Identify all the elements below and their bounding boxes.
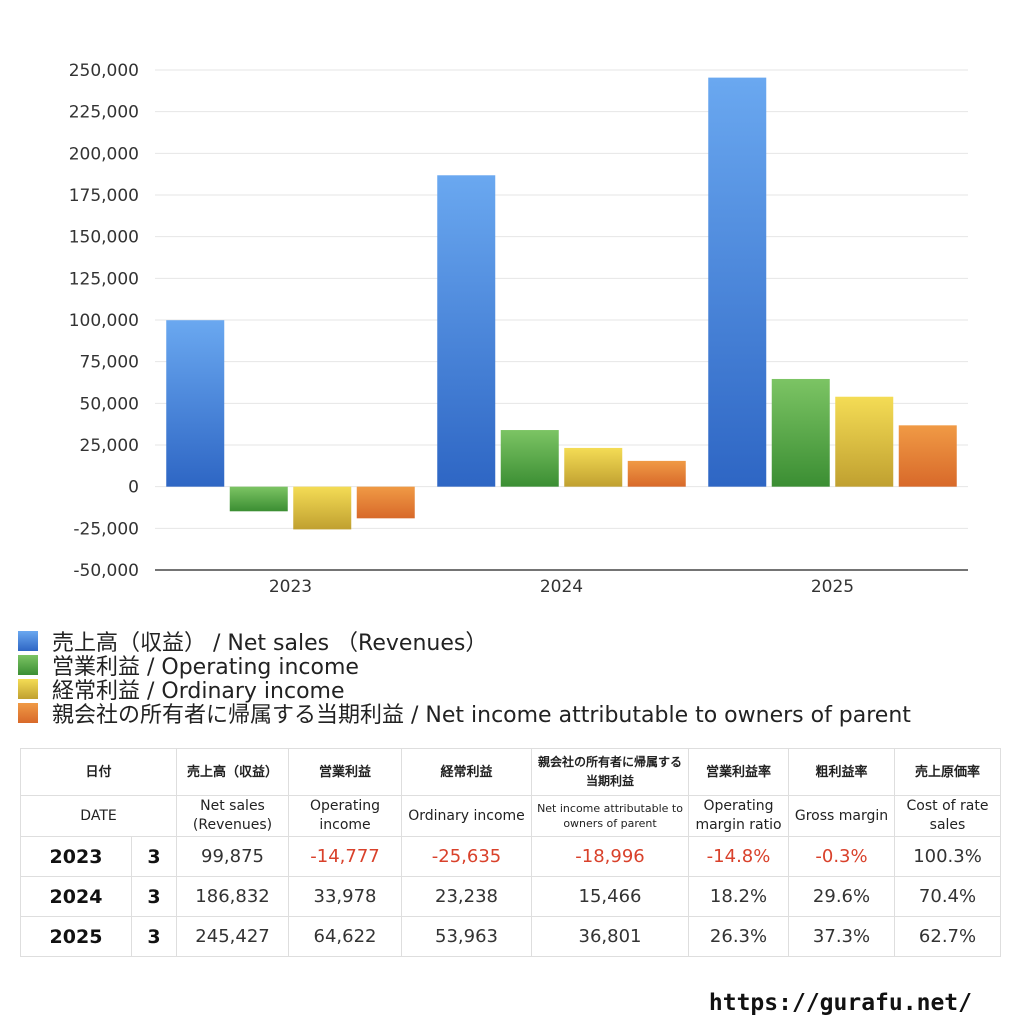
cell-gross-margin: 37.3% <box>788 916 896 957</box>
header-cost-rate-jp: 売上原価率 <box>894 748 1002 796</box>
cell-cost-rate: 70.4% <box>894 876 1002 917</box>
row-month: 3 <box>130 916 178 957</box>
header-cost-rate-en: Cost of rate sales <box>894 795 1002 837</box>
cell-net-income: 36,801 <box>531 916 690 957</box>
legend-item-ordinary-income: 経常利益 / Ordinary income <box>18 677 911 704</box>
y-tick-label: 150,000 <box>69 228 139 248</box>
cell-operating-margin: 26.3% <box>688 916 790 957</box>
legend-item-operating-income: 営業利益 / Operating income <box>18 653 911 680</box>
y-tick-label: -25,000 <box>73 519 139 539</box>
cell-ordinary-income: 23,238 <box>401 876 533 917</box>
bar-2025-series-1 <box>771 378 830 487</box>
header-operating-income-en: Operating income <box>288 795 403 837</box>
y-tick-label: 25,000 <box>80 436 139 456</box>
cell-operating-margin: -14.8% <box>688 836 790 877</box>
header-gross-margin-en: Gross margin <box>788 795 896 837</box>
cell-ordinary-income: 53,963 <box>401 916 533 957</box>
header-ordinary-income-en: Ordinary income <box>401 795 533 837</box>
header-date-jp: 日付 <box>19 748 178 796</box>
bar-2024-series-2 <box>564 447 623 487</box>
legend-label: 親会社の所有者に帰属する当期利益 / Net income attributab… <box>52 703 911 728</box>
y-tick-label: 250,000 <box>69 61 139 81</box>
y-tick-label: 100,000 <box>69 311 139 331</box>
header-net-sales-jp: 売上高（収益） <box>176 748 290 796</box>
row-year: 2023 <box>20 836 132 877</box>
bar-chart: 250,000 225,000 200,000 175,000 150,000 125,0… <box>69 61 968 597</box>
cell-net-sales: 99,875 <box>176 836 290 877</box>
legend-swatch-operating-income <box>18 655 38 675</box>
bar-2025-series-0 <box>708 77 767 487</box>
legend-swatch-net-sales <box>18 631 38 651</box>
bar-2024-series-1 <box>500 430 559 487</box>
bar-2023-series-2 <box>293 486 352 530</box>
cell-ordinary-income: -25,635 <box>401 836 533 877</box>
table-header-jp: 日付 売上高（収益） 営業利益 経常利益 親会社の所有者に帰属する当期利益 営業… <box>19 748 1002 796</box>
bar-2023-series-3 <box>356 486 415 519</box>
cell-operating-income: 33,978 <box>288 876 403 917</box>
header-gross-margin-jp: 粗利益率 <box>788 748 896 796</box>
header-net-income-en: Net income attributable to owners of par… <box>531 795 690 837</box>
bar-2023-series-0 <box>166 320 225 487</box>
legend: 売上高（収益） / Net sales （Revenues） 営業利益 / Op… <box>18 629 911 728</box>
cell-operating-income: 64,622 <box>288 916 403 957</box>
y-tick-label: 0 <box>128 478 139 498</box>
cell-gross-margin: 29.6% <box>788 876 896 917</box>
bar-2024-series-3 <box>627 460 686 487</box>
legend-label: 営業利益 / Operating income <box>52 655 359 680</box>
y-tick-label: -50,000 <box>73 561 139 581</box>
header-net-income-jp: 親会社の所有者に帰属する当期利益 <box>531 748 690 796</box>
y-tick-label: 225,000 <box>69 103 139 123</box>
table-row: 2024 3 186,832 33,978 23,238 15,466 18.2… <box>20 876 1002 917</box>
x-tick-label: 2023 <box>269 577 312 597</box>
y-tick-label: 50,000 <box>80 394 139 414</box>
cell-cost-rate: 100.3% <box>894 836 1002 877</box>
row-year: 2025 <box>20 916 132 957</box>
bar-2025-series-2 <box>835 396 894 487</box>
header-ordinary-income-jp: 経常利益 <box>401 748 533 796</box>
header-operating-margin-jp: 営業利益率 <box>688 748 790 796</box>
legend-label: 経常利益 / Ordinary income <box>52 679 345 704</box>
y-tick-label: 125,000 <box>69 269 139 289</box>
cell-operating-margin: 18.2% <box>688 876 790 917</box>
legend-item-net-sales: 売上高（収益） / Net sales （Revenues） <box>18 629 911 656</box>
cell-net-sales: 186,832 <box>176 876 290 917</box>
bar-2024-series-0 <box>437 175 496 487</box>
legend-swatch-ordinary-income <box>18 679 38 699</box>
cell-net-income: -18,996 <box>531 836 690 877</box>
row-month: 3 <box>130 876 178 917</box>
financial-table: 日付 売上高（収益） 営業利益 経常利益 親会社の所有者に帰属する当期利益 営業… <box>19 748 1002 957</box>
x-tick-label: 2024 <box>540 577 583 597</box>
legend-swatch-net-income <box>18 703 38 723</box>
site-url: https://gurafu.net/ <box>708 990 972 1016</box>
legend-item-net-income: 親会社の所有者に帰属する当期利益 / Net income attributab… <box>18 701 911 728</box>
table-header-en: DATE Net sales (Revenues) Operating inco… <box>19 795 1002 837</box>
cell-gross-margin: -0.3% <box>788 836 896 877</box>
table-row: 2023 3 99,875 -14,777 -25,635 -18,996 -1… <box>20 836 1002 877</box>
header-date-en: DATE <box>19 795 178 837</box>
y-tick-label: 175,000 <box>69 186 139 206</box>
row-month: 3 <box>130 836 178 877</box>
x-tick-label: 2025 <box>811 577 854 597</box>
bar-2025-series-3 <box>898 425 957 487</box>
header-operating-margin-en: Operating margin ratio <box>688 795 790 837</box>
cell-operating-income: -14,777 <box>288 836 403 877</box>
table-row: 2025 3 245,427 64,622 53,963 36,801 26.3… <box>20 916 1002 957</box>
y-tick-label: 200,000 <box>69 144 139 164</box>
header-operating-income-jp: 営業利益 <box>288 748 403 796</box>
bar-2023-series-1 <box>229 486 288 512</box>
y-tick-label: 75,000 <box>80 353 139 373</box>
header-net-sales-en: Net sales (Revenues) <box>176 795 290 837</box>
row-year: 2024 <box>20 876 132 917</box>
cell-net-sales: 245,427 <box>176 916 290 957</box>
legend-label: 売上高（収益） / Net sales （Revenues） <box>52 631 488 656</box>
cell-cost-rate: 62.7% <box>894 916 1002 957</box>
cell-net-income: 15,466 <box>531 876 690 917</box>
